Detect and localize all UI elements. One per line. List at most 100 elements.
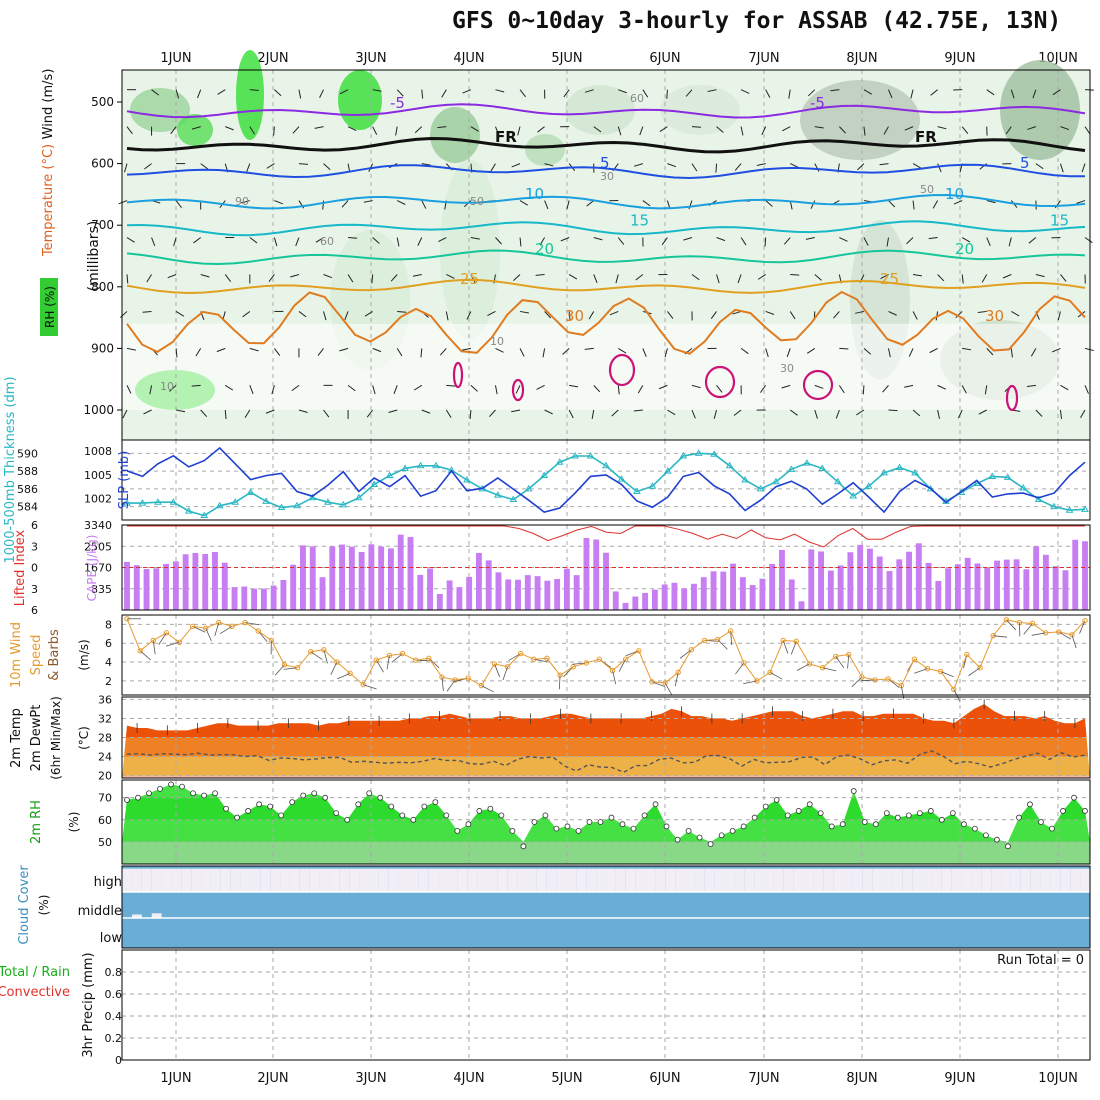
wind-barb — [494, 663, 501, 678]
rh-marker — [773, 796, 780, 803]
cloud-bar — [882, 868, 893, 892]
wind-barb — [265, 409, 275, 414]
rh-marker — [124, 796, 130, 803]
wind-barb — [814, 126, 824, 129]
precip-tick-label: 0.2 — [105, 1032, 123, 1045]
wind-barb — [642, 89, 649, 98]
wind-barb — [659, 126, 668, 132]
wind-barb — [888, 409, 898, 412]
cape-axis-title: CAPE (J/kg) — [85, 535, 99, 602]
wind-barb — [984, 385, 988, 395]
wind-barb — [560, 237, 570, 242]
wind-barb — [173, 237, 177, 247]
wind-barb — [244, 409, 251, 418]
rh-marker — [960, 821, 967, 828]
wind-barb — [732, 310, 742, 315]
cape-bar — [671, 582, 678, 610]
cape-bar — [1082, 541, 1088, 610]
cape-bar — [270, 585, 277, 610]
cloud-bar — [665, 868, 676, 892]
cape-bar — [945, 568, 952, 610]
cloud-bar — [675, 868, 686, 892]
wind-speed-marker — [806, 661, 813, 667]
wind-barb — [146, 274, 152, 283]
thickness-line-marker — [493, 491, 502, 498]
rh-marker — [157, 785, 163, 792]
cloud-bar — [754, 868, 765, 892]
cape-bar — [632, 596, 639, 610]
wind-barb — [495, 237, 502, 245]
rh-marker — [905, 812, 912, 819]
wind-barb — [1035, 163, 1044, 170]
wind-barb — [986, 348, 994, 356]
cloud-bar — [843, 868, 853, 892]
wind-speed-marker — [334, 659, 340, 665]
rh-marker — [410, 816, 417, 823]
rh-marker — [289, 799, 296, 806]
cloud-frame — [121, 865, 1091, 949]
cape-bar — [260, 588, 267, 610]
temperature-panel: 20 24 28 32 36 — [98, 693, 1090, 783]
wind-speed-marker — [951, 686, 957, 693]
wind-barb — [814, 163, 820, 172]
wind-barb — [765, 348, 769, 358]
cape-bar — [720, 571, 727, 610]
wind-barb — [544, 163, 554, 167]
cape-bar — [505, 579, 512, 610]
wind-barb — [219, 625, 233, 635]
cloud-bar — [615, 868, 626, 892]
wind-barb — [246, 163, 251, 173]
wind-barb — [363, 684, 377, 690]
pressure-tick-label: 700 — [91, 218, 114, 232]
day-label-bottom: 6JUN — [649, 1071, 680, 1086]
dewpoint-line — [126, 750, 1086, 774]
wind-barb — [151, 237, 156, 247]
isotherm-line — [126, 220, 1086, 237]
isotherm-line — [126, 103, 1086, 119]
wind-barb — [733, 409, 742, 416]
wind-barb — [396, 200, 406, 205]
wind-barb — [319, 89, 324, 98]
wind-barb — [366, 409, 374, 418]
thickness-line-marker — [648, 482, 657, 489]
day-label-bottom: 4JUN — [453, 1071, 484, 1086]
cloud-bar — [388, 868, 399, 892]
wind-barb — [119, 311, 128, 318]
cloud-bar — [240, 868, 251, 892]
cloud-level-label: low — [100, 931, 123, 946]
wind-barb — [441, 89, 447, 98]
thickness-line-marker — [818, 464, 827, 471]
wind-barb — [937, 274, 945, 282]
cape-bar — [700, 577, 707, 610]
wind-barb — [642, 200, 651, 207]
rh-marker — [278, 812, 285, 819]
cloud-bar — [724, 868, 735, 892]
cloud-bar — [704, 868, 715, 892]
rh-marker — [586, 819, 593, 825]
wind-speed-marker — [977, 665, 983, 671]
cape-bar — [427, 568, 433, 610]
wind-barb — [888, 89, 893, 99]
wind-barb — [1005, 126, 1012, 135]
cape-bar — [485, 560, 492, 610]
cloud-bar — [981, 868, 992, 892]
wind-barb — [814, 384, 824, 389]
cape-bar — [417, 574, 424, 610]
cloud-bar — [398, 868, 409, 892]
wind-barb — [175, 311, 185, 317]
wind-barb — [494, 385, 498, 395]
rh-axis-title: RH (%) — [43, 286, 57, 328]
wind-barb — [544, 409, 553, 415]
wind-barb — [122, 409, 128, 419]
wind-barb — [611, 409, 619, 417]
wind-tick-label: 6 — [105, 637, 112, 650]
wind-barb — [569, 384, 579, 388]
cloud-bar — [546, 868, 557, 892]
cloud-bar — [339, 868, 350, 892]
rh-contour-label: 60 — [630, 92, 644, 105]
wind-barb — [908, 348, 914, 357]
wind-barb — [710, 311, 717, 320]
rh-marker — [762, 803, 769, 810]
rh-marker — [553, 825, 560, 832]
lifted-index-line — [127, 525, 1085, 548]
